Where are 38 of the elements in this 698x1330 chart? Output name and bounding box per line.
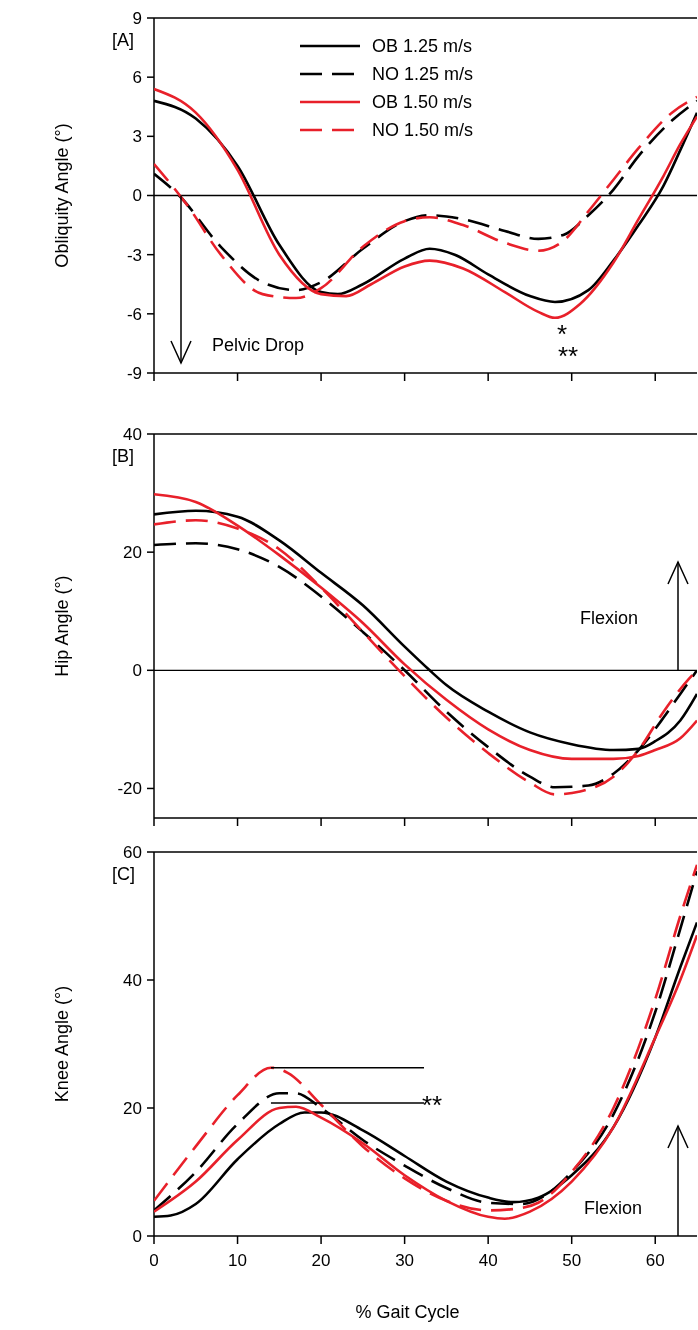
y-tick-label: 0 — [132, 186, 142, 206]
y-tick-label: -3 — [126, 245, 142, 265]
x-tick-label: 50 — [562, 1251, 582, 1270]
annotation: Pelvic Drop — [212, 335, 305, 355]
annotation: ** — [557, 341, 579, 371]
text: [A] — [112, 30, 135, 50]
legend-label: NO 1.25 m/s — [372, 64, 474, 85]
text: [C] — [112, 864, 136, 884]
y-tick-label: 9 — [132, 8, 142, 28]
y-tick-label: -6 — [126, 304, 142, 324]
y-tick-label: 60 — [123, 842, 142, 862]
annotation: Flexion — [584, 1198, 643, 1218]
x-tick-label: 60 — [645, 1251, 665, 1270]
y-tick-label: 0 — [132, 1226, 142, 1246]
y-axis-title: Hip Angle (°) — [52, 575, 72, 677]
y-tick-label: 20 — [123, 1098, 142, 1118]
annotation: Flexion — [580, 608, 639, 628]
y-tick-label: 3 — [132, 127, 142, 147]
x-axis-title: % Gait Cycle — [355, 1302, 460, 1322]
y-tick-label: -9 — [126, 363, 142, 383]
y-tick-label: 0 — [132, 661, 142, 681]
y-tick-label: -20 — [117, 779, 142, 799]
legend-label: OB 1.25 m/s — [372, 36, 473, 57]
y-axis-title: Knee Angle (°) — [52, 985, 72, 1103]
y-tick-label: 6 — [132, 68, 142, 88]
legend-label: NO 1.50 m/s — [372, 120, 474, 141]
x-tick-label: 30 — [395, 1251, 415, 1270]
x-tick-label: 0 — [149, 1251, 159, 1270]
y-tick-label: 40 — [123, 424, 142, 444]
y-tick-label: 40 — [123, 970, 142, 990]
text: [B] — [112, 446, 135, 466]
y-axis-title: Obliquity Angle (°) — [52, 123, 72, 268]
y-tick-label: 20 — [123, 543, 142, 563]
legend-label: OB 1.50 m/s — [372, 92, 473, 113]
x-tick-label: 10 — [228, 1251, 247, 1270]
annotation: ** — [421, 1090, 443, 1120]
x-tick-label: 20 — [311, 1251, 331, 1270]
x-tick-label: 40 — [478, 1251, 498, 1270]
